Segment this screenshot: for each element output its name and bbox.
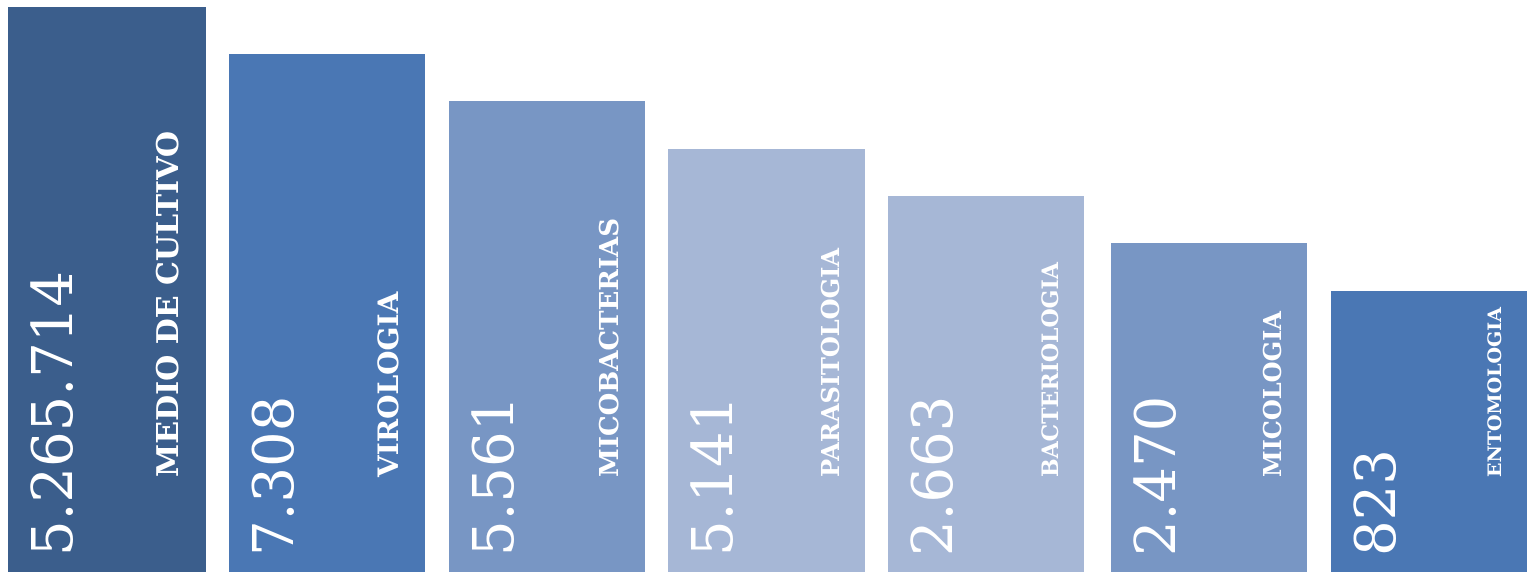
- bar-value-label: 2.470: [1124, 395, 1189, 556]
- bar-micologia: [1111, 243, 1307, 572]
- bar-value-label: 5.265.714: [21, 270, 86, 556]
- bar-bacteriologia: [888, 196, 1084, 572]
- bar-category-label: MEDIO DE CULTIVO: [151, 131, 186, 477]
- bar-category-label: PARASITOLOGIA: [816, 248, 845, 477]
- bar-category-label: MICOBACTERIAS: [595, 217, 625, 477]
- bar-value-label: 7.308: [242, 395, 307, 556]
- bar-micobacterias: [449, 101, 645, 572]
- bar-value-label: 5.561: [462, 395, 527, 556]
- bar-medio-de-cultivo: [8, 7, 206, 572]
- bar-value-label: 5.141: [681, 395, 746, 556]
- bar-category-label: BACTERIOLOGIA: [1038, 262, 1064, 477]
- bar-category-label: ENTOMOLOGIA: [1484, 307, 1506, 477]
- bar-category-label: VIROLOGIA: [372, 291, 405, 477]
- bar-category-label: MICOLOGIA: [1258, 311, 1287, 477]
- bar-entomologia: [1331, 291, 1527, 572]
- bar-value-label: 2.663: [901, 395, 966, 556]
- bar-virologia: [229, 54, 425, 572]
- bar-value-label: 823: [1344, 449, 1409, 556]
- bar-parasitologia: [668, 149, 865, 572]
